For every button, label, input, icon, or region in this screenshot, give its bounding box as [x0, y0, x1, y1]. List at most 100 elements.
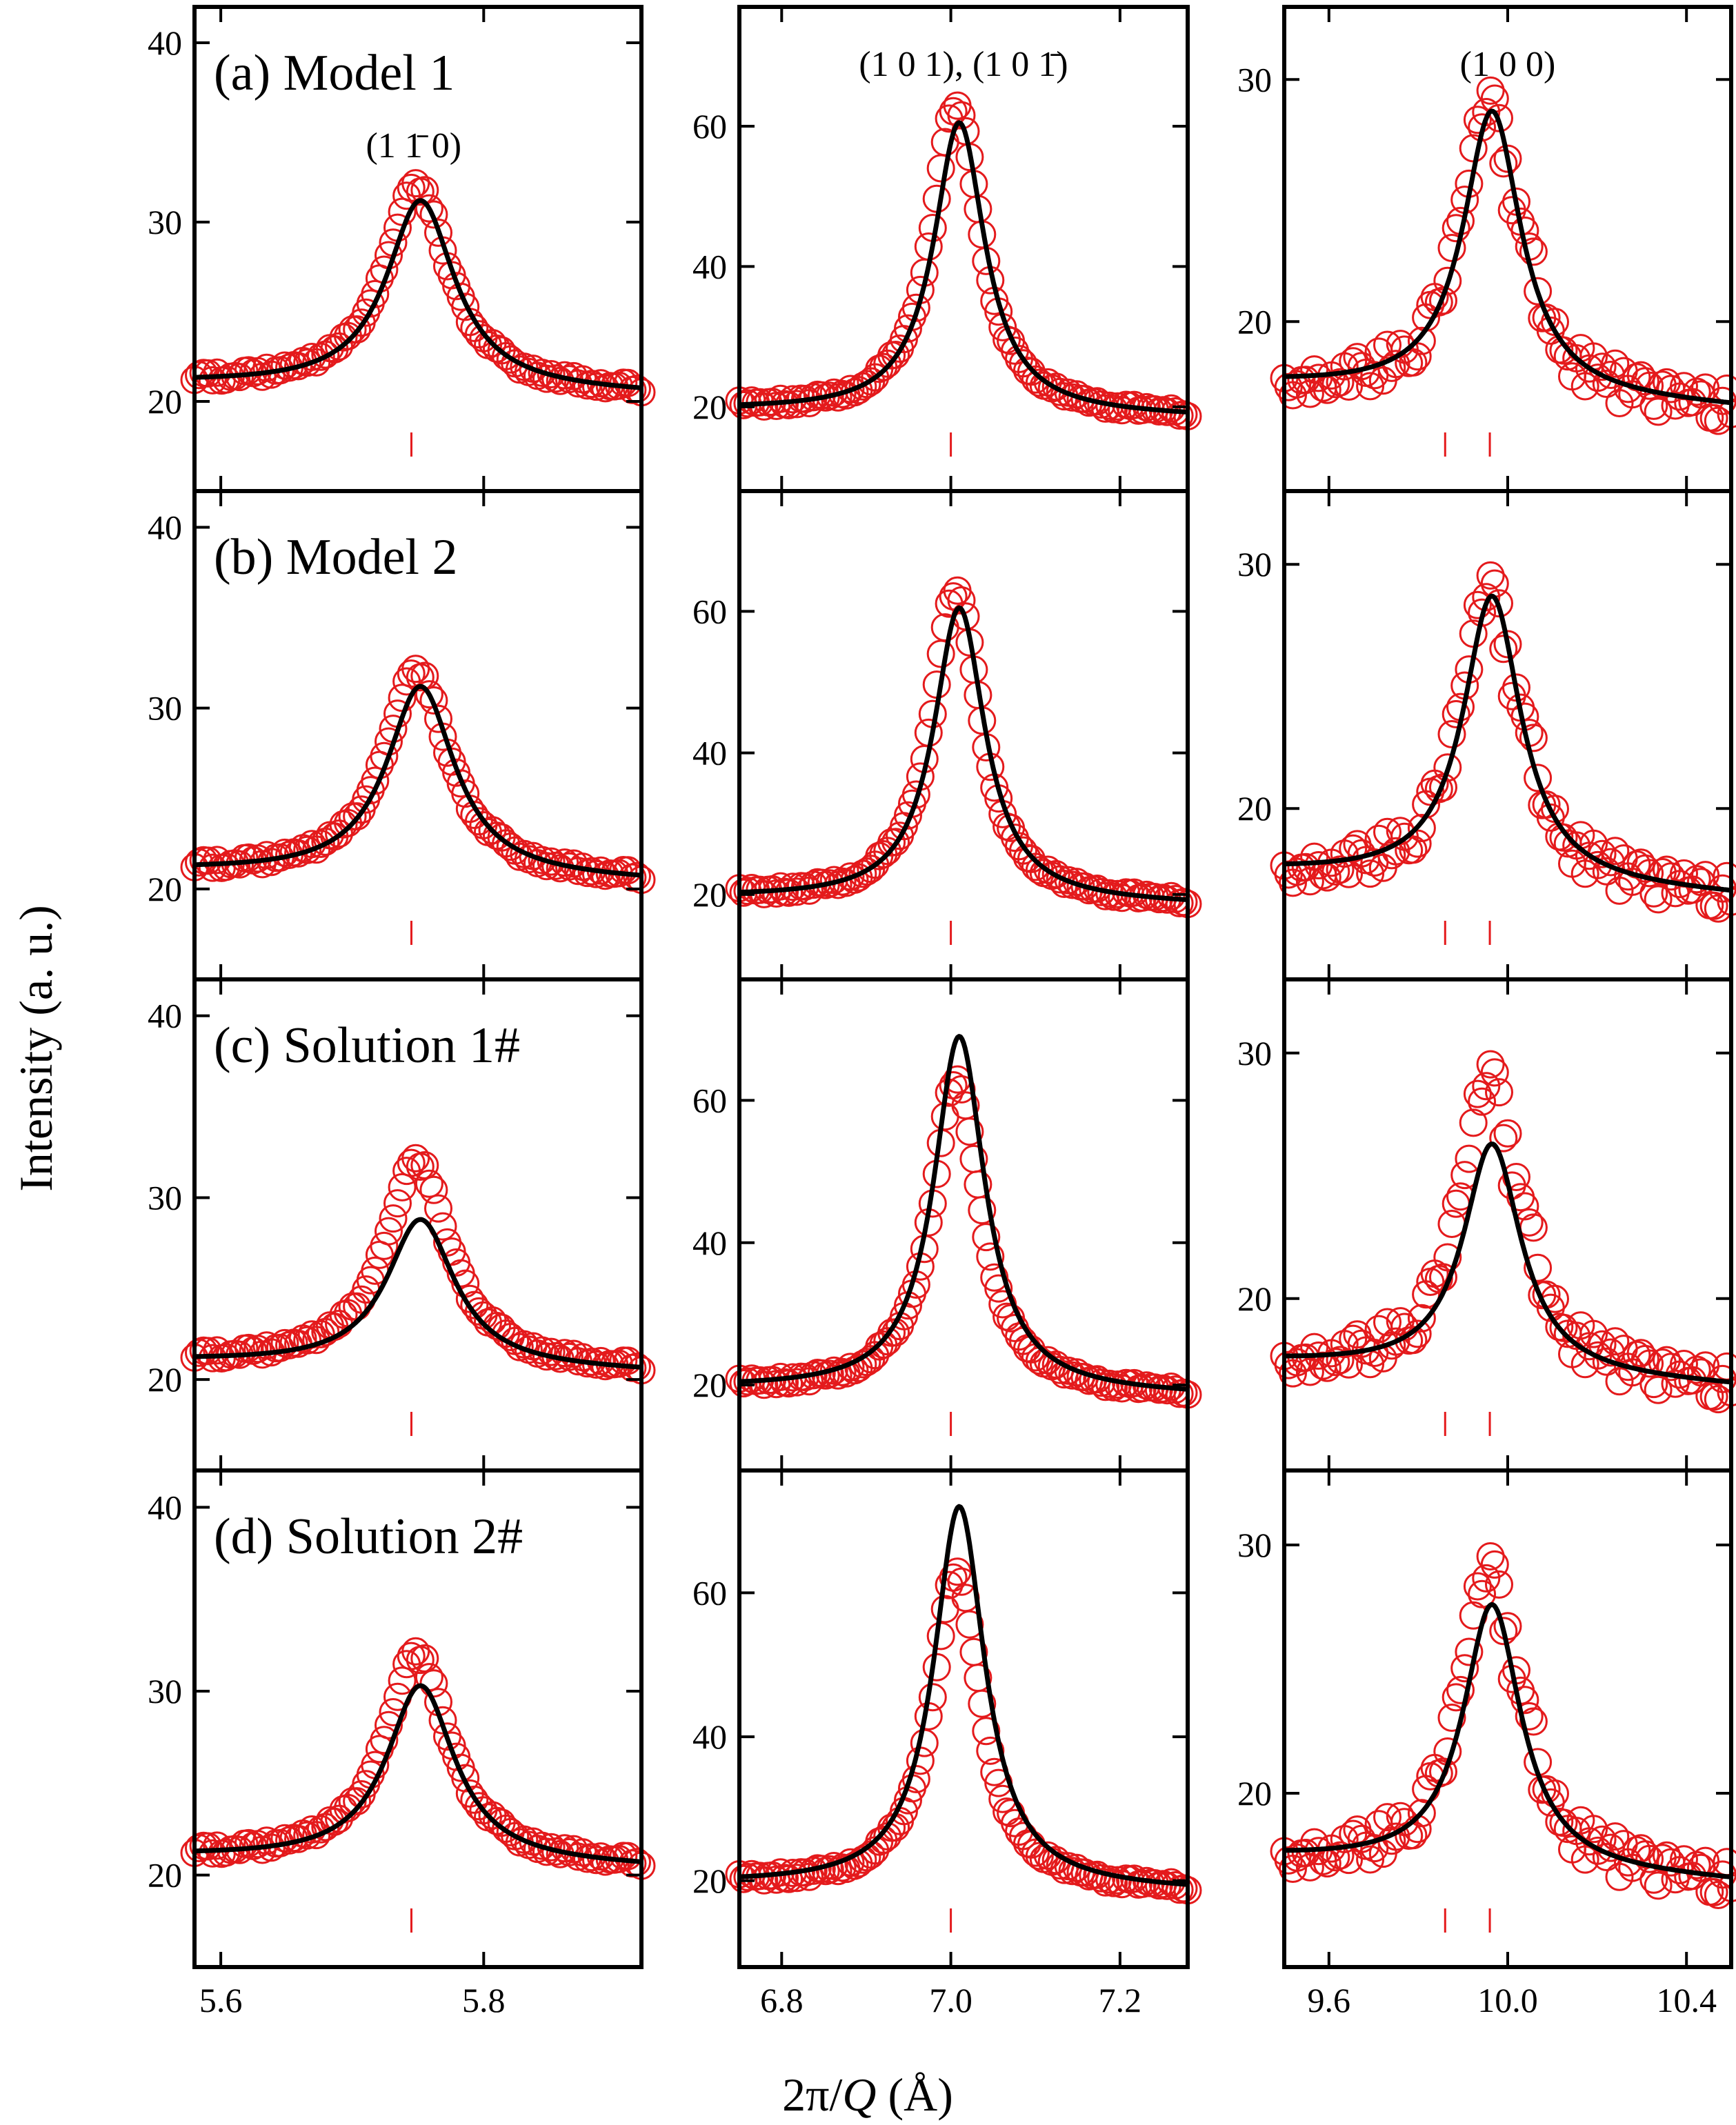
- observed-point: [460, 314, 489, 342]
- reflection-label: (1 0 0): [1460, 45, 1556, 84]
- y-tick-label: 40: [692, 247, 727, 286]
- observed-point: [1519, 1213, 1548, 1242]
- observed-point: [968, 1689, 997, 1718]
- x-axis-title: 2π/Q (Å): [782, 2068, 953, 2121]
- observed-point: [1099, 1868, 1128, 1897]
- panel-r2-c1: 20 40 60: [692, 977, 1202, 1473]
- panel-r2-c0: 20 30 40 (c) Solution 1#: [148, 977, 656, 1473]
- panel-title: (c) Solution 1#: [214, 1017, 520, 1074]
- calculated-curve: [193, 684, 643, 878]
- observed-point: [270, 1824, 299, 1853]
- observed-point: [1489, 1617, 1518, 1646]
- observed-point: [198, 1839, 227, 1868]
- observed-point: [1493, 1119, 1522, 1148]
- observed-series: [1270, 561, 1736, 923]
- x-tick-label: 7.2: [1099, 1981, 1142, 2019]
- observed-series: [725, 1065, 1202, 1409]
- observed-point: [311, 1317, 340, 1346]
- observed-point: [415, 680, 443, 709]
- observed-point: [1441, 1683, 1470, 1712]
- observed-point: [1021, 365, 1050, 394]
- observed-point: [1433, 753, 1462, 782]
- observed-point: [1584, 1836, 1613, 1865]
- observed-point: [881, 828, 910, 857]
- observed-point: [1519, 1707, 1548, 1736]
- panel-r3-c1: 20 40 60 6.8 7.0 7.2: [692, 1468, 1202, 2019]
- observed-point: [1476, 1542, 1505, 1570]
- observed-point: [451, 292, 480, 321]
- observed-point: [922, 1653, 951, 1682]
- observed-point: [1373, 1803, 1401, 1832]
- y-tick-label: 20: [1237, 1774, 1272, 1813]
- observed-point: [1437, 234, 1466, 262]
- observed-point: [1108, 1374, 1137, 1403]
- observed-point: [370, 1726, 399, 1755]
- y-tick-label: 40: [692, 734, 727, 772]
- observed-point: [926, 1622, 955, 1650]
- panel-r3-c2: 20 30 9.6 10.0 10.4: [1237, 1468, 1736, 2019]
- y-tick-label: 30: [1237, 545, 1272, 583]
- observed-point: [1635, 1349, 1664, 1378]
- observed-point: [1584, 1341, 1613, 1370]
- observed-point: [415, 1169, 443, 1198]
- observed-point: [1519, 237, 1548, 266]
- observed-point: [881, 341, 910, 369]
- observed-point: [918, 1683, 947, 1712]
- observed-point: [729, 1369, 758, 1398]
- calculated-curve: [1283, 593, 1733, 893]
- observed-point: [1321, 857, 1350, 886]
- observed-point: [1463, 106, 1492, 134]
- observed-point: [1356, 859, 1385, 888]
- observed-series: [180, 169, 656, 407]
- observed-point: [968, 1196, 997, 1225]
- observed-point: [343, 802, 372, 831]
- x-tick-label: 5.8: [462, 1981, 506, 2019]
- observed-point: [901, 293, 930, 322]
- panel-r0-c2: 20 30 (1 0 0): [1237, 5, 1736, 493]
- observed-point: [1476, 561, 1505, 590]
- observed-point: [1601, 837, 1630, 866]
- observed-point: [1403, 1319, 1432, 1348]
- observed-point: [1459, 1108, 1488, 1137]
- observed-series: [180, 655, 656, 895]
- y-tick-label: 30: [1237, 60, 1272, 99]
- observed-point: [984, 1274, 1013, 1303]
- observed-point: [836, 375, 865, 403]
- observed-point: [1630, 854, 1659, 883]
- observed-point: [1441, 214, 1470, 243]
- observed-point: [383, 1189, 412, 1218]
- y-tick-label: 60: [692, 1081, 727, 1119]
- observed-point: [1441, 700, 1470, 728]
- panel-r1-c0: 20 30 40 (b) Model 2: [148, 489, 656, 981]
- panel-r3-c0: 20 30 40 5.6 5.8 (d) Solution 2#: [148, 1468, 656, 2019]
- calculated-curve: [1283, 1602, 1733, 1879]
- observed-point: [1476, 1050, 1505, 1079]
- observed-point: [1321, 1843, 1350, 1872]
- observed-point: [1472, 1072, 1501, 1101]
- observed-point: [926, 639, 955, 668]
- observed-point: [293, 1326, 322, 1355]
- observed-point: [1321, 370, 1350, 399]
- observed-point: [1025, 368, 1054, 397]
- observed-point: [1502, 1163, 1530, 1191]
- observed-point: [185, 1338, 213, 1367]
- observed-point: [1515, 1702, 1544, 1730]
- observed-point: [198, 853, 227, 882]
- calculated-curve: [738, 1034, 1189, 1392]
- observed-point: [1360, 1834, 1389, 1863]
- observed-point: [537, 847, 566, 876]
- panel-frame: [1282, 977, 1733, 1473]
- y-tick-label: 20: [148, 870, 182, 908]
- observed-point: [926, 154, 955, 183]
- observed-point: [1437, 1210, 1466, 1238]
- observed-point: [1025, 856, 1054, 885]
- observed-point: [901, 1765, 930, 1793]
- observed-point: [343, 315, 372, 344]
- observed-point: [460, 1290, 489, 1319]
- observed-point: [1463, 590, 1492, 619]
- observed-point: [270, 1328, 299, 1357]
- observed-point: [1524, 764, 1553, 792]
- observed-point: [1450, 1654, 1479, 1683]
- observed-point: [370, 1231, 399, 1260]
